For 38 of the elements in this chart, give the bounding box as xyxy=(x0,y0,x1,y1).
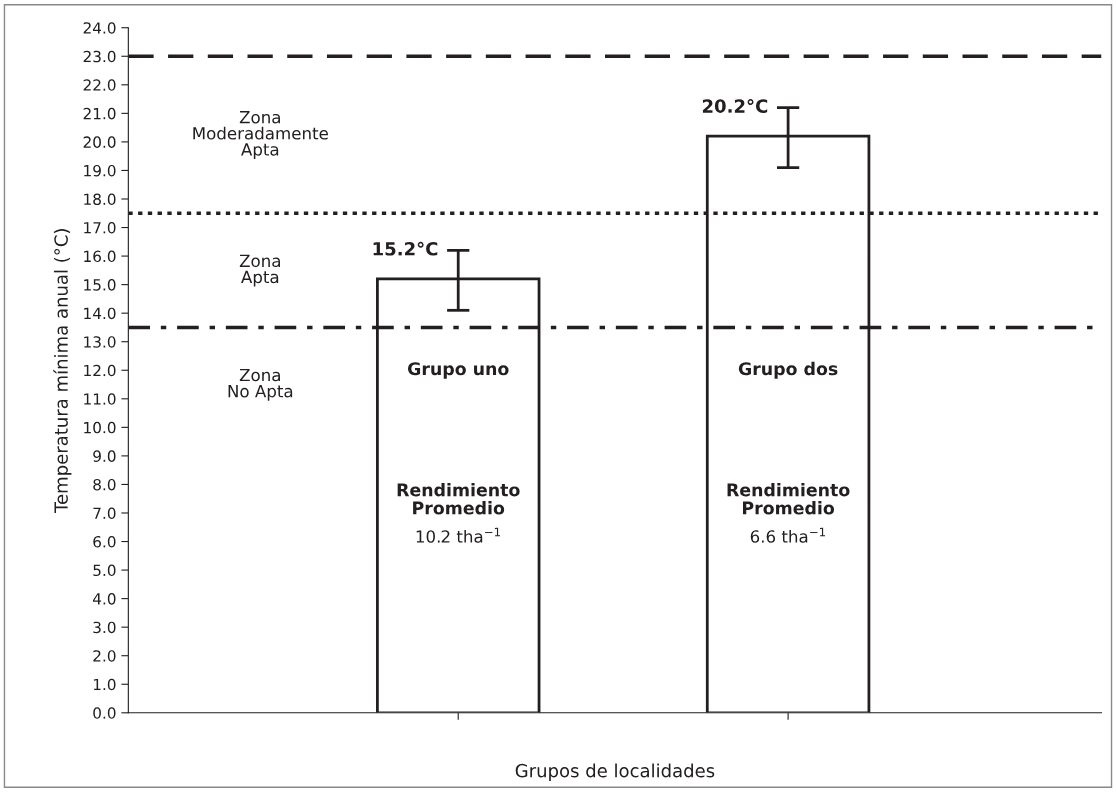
y-tick-label: 6.0 xyxy=(93,536,116,548)
y-tick-label: 17.0 xyxy=(84,222,116,234)
y-tick-label: 18.0 xyxy=(84,193,116,206)
annotation: Zona No Apta xyxy=(228,368,293,401)
y-tick-label: 11.0 xyxy=(84,393,116,405)
y-tick-label: 24.0 xyxy=(83,22,116,34)
annotation: 10.2 tha$^{−1}$ xyxy=(416,527,500,543)
y-tick-label: 12.0 xyxy=(84,364,116,377)
y-tick-label: 10.0 xyxy=(84,421,116,434)
data-label: 20.2°C xyxy=(702,99,768,113)
annotation: Rendimiento Promedio xyxy=(397,482,520,515)
y-tick-label: 23.0 xyxy=(83,50,116,63)
y-tick-label: 22.0 xyxy=(83,79,116,91)
y-tick-label: 7.0 xyxy=(93,507,116,520)
y-tick-label: 21.0 xyxy=(83,107,116,120)
annotation: Grupo uno xyxy=(407,362,509,379)
annotation: Grupo dos xyxy=(738,361,838,379)
y-tick-label: 4.0 xyxy=(92,593,116,605)
y-tick-label: 13.0 xyxy=(84,336,116,348)
y-tick-label: 15.0 xyxy=(84,279,116,291)
y-tick-label: 20.0 xyxy=(83,136,116,148)
y-tick-label: 16.0 xyxy=(84,250,116,263)
y-tick-label: 9.0 xyxy=(93,450,116,462)
y-tick-label: 8.0 xyxy=(93,478,116,491)
y-tick-label: 1.0 xyxy=(93,678,116,691)
annotation: Zona Moderadamente Apta xyxy=(193,111,328,159)
annotation: 6.6 tha$^{−1}$ xyxy=(750,527,825,543)
y-tick-label: 2.0 xyxy=(93,650,116,662)
y-axis-title: Temperatura mínima anual (°C) xyxy=(53,229,72,514)
y-tick-label: 14.0 xyxy=(84,307,116,320)
annotation: Rendimiento Promedio xyxy=(727,482,850,515)
y-tick-label: 19.0 xyxy=(84,164,116,177)
annotation: Zona Apta xyxy=(239,254,280,287)
x-axis-title: Grupos de localidades xyxy=(515,763,715,781)
y-tick-label: 3.0 xyxy=(93,621,116,634)
y-tick-label: 5.0 xyxy=(93,564,116,577)
y-tick-label: 0.0 xyxy=(93,707,116,719)
data-label: 15.2°C xyxy=(373,241,438,256)
